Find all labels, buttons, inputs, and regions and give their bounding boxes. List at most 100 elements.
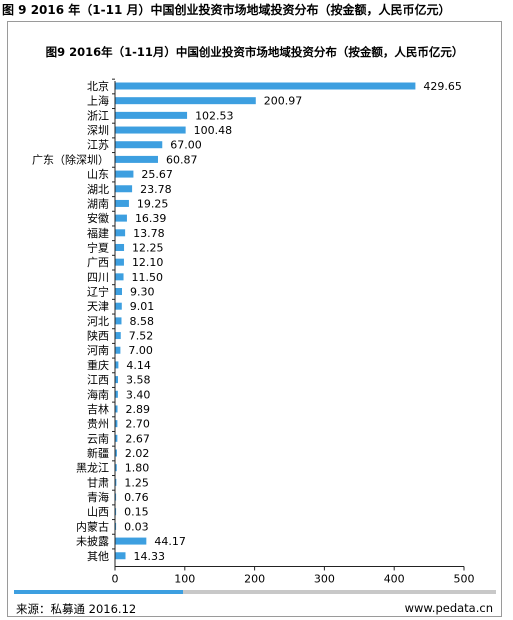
bar: [115, 155, 158, 163]
bar: [115, 97, 256, 105]
bar: [115, 82, 416, 90]
category-label: 云南: [87, 432, 109, 445]
bar: [115, 126, 186, 134]
chart-title: 图9 2016年（1-11月）中国创业投资市场地域投资分布（按金额，人民币亿元）: [45, 45, 464, 59]
value-label: 13.78: [133, 227, 165, 240]
x-tick-label: 0: [112, 572, 119, 585]
bar: [115, 199, 129, 207]
category-label: 北京: [87, 79, 109, 93]
bar: [115, 141, 163, 149]
bar: [115, 493, 117, 501]
value-label: 44.17: [154, 535, 186, 548]
category-label: 吉林: [87, 402, 109, 416]
x-tick-label: 100: [174, 572, 195, 585]
category-label: 内蒙古: [76, 519, 109, 533]
category-label: 福建: [87, 226, 109, 240]
value-label: 2.02: [125, 447, 150, 460]
bar: [115, 111, 188, 119]
value-label: 7.52: [129, 330, 154, 343]
figure-caption: 图 9 2016 年（1-11 月）中国创业投资市场地域投资分布（按金额，人民币…: [2, 3, 451, 17]
value-label: 8.58: [129, 315, 154, 328]
bar: [115, 258, 124, 266]
value-label: 0.15: [124, 506, 149, 519]
bar: [115, 332, 121, 340]
value-label: 25.67: [141, 168, 173, 181]
value-label: 102.53: [195, 109, 234, 122]
value-label: 2.67: [125, 432, 150, 445]
bar: [115, 170, 134, 178]
value-label: 200.97: [264, 95, 303, 108]
category-label: 甘肃: [87, 476, 109, 489]
category-label: 新疆: [87, 446, 109, 460]
category-label: 天津: [87, 300, 109, 313]
bar: [115, 273, 124, 281]
bar: [115, 464, 117, 472]
category-label: 安徽: [87, 211, 109, 225]
bar: [115, 302, 122, 310]
category-label: 辽宁: [87, 285, 109, 299]
value-label: 16.39: [135, 212, 167, 225]
horizontal-scrollbar[interactable]: [14, 590, 496, 594]
bar: [115, 420, 118, 428]
category-label: 江苏: [87, 139, 109, 152]
category-label: 黑龙江: [76, 462, 109, 475]
bar: [115, 214, 127, 222]
category-label: 河北: [87, 315, 109, 328]
value-label: 14.33: [134, 550, 166, 563]
category-label: 其他: [87, 550, 109, 563]
x-tick-label: 400: [384, 572, 405, 585]
value-label: 0.76: [124, 491, 149, 504]
value-label: 9.30: [130, 286, 155, 299]
value-label: 11.50: [132, 271, 164, 284]
category-label: 深圳: [87, 124, 109, 137]
value-label: 100.48: [194, 124, 233, 137]
value-label: 2.89: [126, 403, 150, 416]
value-label: 12.25: [132, 241, 164, 254]
bar: [115, 405, 118, 413]
bar: [115, 522, 117, 530]
value-label: 19.25: [137, 197, 169, 210]
bar: [115, 376, 118, 384]
category-label: 湖北: [87, 183, 109, 196]
value-label: 3.40: [126, 388, 151, 401]
category-label: 青海: [87, 490, 109, 504]
category-label: 重庆: [87, 358, 109, 372]
bar: [115, 361, 119, 369]
category-label: 湖南: [87, 197, 109, 210]
bar: [115, 317, 122, 325]
category-label: 贵州: [87, 418, 109, 431]
bar: [115, 508, 117, 516]
value-label: 1.25: [124, 476, 149, 489]
bar: [115, 288, 122, 296]
bar: [115, 434, 118, 442]
site-url: www.pedata.cn: [404, 601, 493, 615]
bar: [115, 478, 117, 486]
category-label: 未披露: [76, 534, 109, 548]
category-label: 广东（除深圳）: [32, 152, 109, 166]
category-label: 山西: [87, 506, 109, 519]
x-tick-label: 300: [314, 572, 335, 585]
value-label: 2.70: [125, 418, 150, 431]
bar: [115, 390, 118, 398]
source-note: 来源：私募通 2016.12: [16, 602, 137, 616]
value-label: 23.78: [140, 183, 172, 196]
bar: [115, 185, 133, 193]
bar-chart: 北京 429.65 上海 200.97 浙江 102.53 深圳 100.48 江苏 67.00 广…: [32, 78, 475, 585]
category-label: 上海: [87, 94, 109, 108]
bar: [115, 537, 147, 545]
bar: [115, 229, 126, 237]
value-label: 7.00: [128, 344, 153, 357]
x-tick-label: 500: [454, 572, 475, 585]
x-tick-label: 200: [244, 572, 265, 585]
value-label: 1.80: [125, 462, 150, 475]
value-label: 67.00: [170, 139, 202, 152]
value-label: 12.10: [132, 256, 164, 269]
chart-frame: 图9 2016年（1-11月）中国创业投资市场地域投资分布（按金额，人民币亿元）…: [7, 21, 502, 617]
bar: [115, 552, 126, 560]
scrollbar-thumb[interactable]: [14, 590, 183, 594]
category-label: 海南: [87, 387, 109, 401]
bar: [115, 346, 121, 354]
category-label: 宁夏: [87, 240, 109, 254]
value-label: 3.58: [126, 374, 151, 387]
value-label: 429.65: [423, 80, 462, 93]
